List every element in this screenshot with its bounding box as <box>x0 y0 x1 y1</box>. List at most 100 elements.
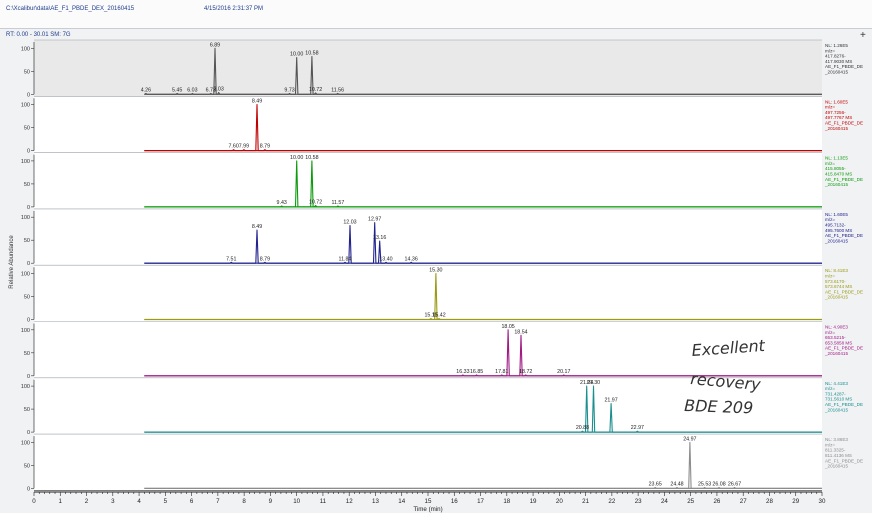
peak-label: 21.97 <box>604 398 617 404</box>
peak-label: 7.99 <box>239 144 249 150</box>
trace-info: m/z= <box>825 217 835 222</box>
y-tick-label: 50 <box>24 126 30 132</box>
chromatogram-trace <box>144 222 822 264</box>
peak-label: 10.72 <box>309 87 322 93</box>
x-tick-label: 0 <box>32 498 36 505</box>
trace-info: AE_F1_PBDE_DE <box>825 177 863 182</box>
y-tick-label: 100 <box>21 272 30 278</box>
peak-label: 25.53 <box>698 481 711 487</box>
x-tick-label: 16 <box>451 498 458 505</box>
y-tick-label: 0 <box>27 486 30 492</box>
trace-info: NL: 1.13E5 <box>825 156 848 161</box>
y-tick-label: 50 <box>24 295 30 301</box>
plus-icon[interactable]: + <box>860 30 866 41</box>
x-tick-label: 21 <box>582 498 589 505</box>
y-tick-label: 100 <box>21 384 30 390</box>
x-tick-label: 13 <box>372 498 379 505</box>
y-tick-label: 50 <box>24 351 30 357</box>
peak-label: 26.67 <box>728 481 741 487</box>
y-tick-label: 0 <box>27 318 30 324</box>
chromatogram-trace <box>144 272 822 321</box>
peak-label: 15.42 <box>432 313 445 319</box>
peak-label: 13.16 <box>373 235 386 241</box>
y-tick-label: 0 <box>27 261 30 267</box>
peak-label: 14.36 <box>405 256 418 262</box>
peak-label: 10.58 <box>305 155 318 161</box>
peak-label: 26.08 <box>712 481 725 487</box>
peak-label: 8.79 <box>260 256 270 262</box>
trace-info: _20160415 <box>824 70 848 75</box>
x-tick-label: 8 <box>242 498 246 505</box>
trace-info: AE_F1_PBDE_DE <box>825 346 863 351</box>
peak-label: 10.72 <box>309 200 322 206</box>
y-tick-label: 100 <box>21 215 30 221</box>
y-tick-label: 0 <box>27 92 30 98</box>
handwritten-note: BDE 209 <box>684 396 754 417</box>
trace-info: m/z= <box>825 274 835 279</box>
trace-info: NL: 3.86E3 <box>825 437 848 442</box>
trace-info: 811.3325- <box>825 448 846 453</box>
peak-label: 7.51 <box>226 256 236 262</box>
trace-info: m/z= <box>825 161 835 166</box>
title-bar: C:\Xcalibur\data\AE_F1_PBDE_DEX_20160415… <box>0 0 872 29</box>
peak-label: 18.54 <box>514 329 527 335</box>
trace-info: NL: 8.41E3 <box>825 268 848 273</box>
trace-info: AE_F1_PBDE_DE <box>825 402 863 407</box>
x-tick-label: 3 <box>111 498 115 505</box>
peak-label: 20.88 <box>576 425 589 431</box>
peak-label: 7.60 <box>228 144 238 150</box>
x-tick-label: 10 <box>293 498 300 505</box>
peak-label: 17.81 <box>495 369 508 375</box>
peak-label: 18.72 <box>519 369 532 375</box>
chromatogram-trace <box>144 329 822 377</box>
y-tick-label: 100 <box>21 328 30 334</box>
trace-info: NL: 1.26E5 <box>825 43 848 48</box>
trace-info: 495.7132- <box>825 223 846 228</box>
peak-label: 11.56 <box>331 87 344 93</box>
trace-info: 653.5215- <box>825 335 846 340</box>
x-tick-label: 25 <box>687 498 694 505</box>
trace-info: 495.7600 MS <box>825 228 852 233</box>
peak-label: 10.00 <box>290 155 303 161</box>
trace-info: 417.8276- <box>825 54 846 59</box>
peak-label: 15.30 <box>429 268 442 274</box>
peak-label: 12.97 <box>368 217 381 223</box>
trace-info: _20160415 <box>824 238 848 243</box>
trace-info: 415.8055- <box>825 166 846 171</box>
peak-label: 10.58 <box>305 51 318 57</box>
peak-label: 20.17 <box>557 369 570 375</box>
trace-info: _20160415 <box>824 126 848 131</box>
y-tick-label: 0 <box>27 149 30 155</box>
x-tick-label: 18 <box>503 498 510 505</box>
trace-info: AE_F1_PBDE_DE <box>825 64 863 69</box>
y-tick-label: 0 <box>27 205 30 211</box>
peak-label: 8.49 <box>252 99 262 105</box>
trace-info: AE_F1_PBDE_DE <box>825 458 863 463</box>
peak-label: 16.33 <box>456 369 469 375</box>
peak-label: 18.05 <box>501 324 514 330</box>
trace-info: 573.6744 MS <box>825 284 852 289</box>
trace-info: _20160415 <box>824 295 848 300</box>
trace-info: m/z= <box>825 48 835 53</box>
trace-info: _20160415 <box>824 464 848 469</box>
peak-label: 21.04 <box>580 380 593 386</box>
trace-info: NL: 4.41E3 <box>825 381 848 386</box>
peak-label: 11.84 <box>339 256 352 262</box>
trace-info: _20160415 <box>824 351 848 356</box>
y-tick-label: 50 <box>24 463 30 469</box>
trace-info: 731.5610 MS <box>825 397 852 402</box>
y-tick-label: 100 <box>21 103 30 109</box>
trace-info: NL: 1.60E5 <box>825 212 848 217</box>
peak-label: 12.03 <box>343 219 356 225</box>
x-tick-label: 15 <box>425 498 432 505</box>
trace-info: _20160415 <box>824 407 848 412</box>
y-tick-label: 50 <box>24 182 30 188</box>
trace-info: _20160415 <box>824 182 848 187</box>
x-tick-label: 11 <box>320 498 327 505</box>
rt-range-label: RT: 0.00 - 30.01 SM: 7G <box>6 32 71 38</box>
trace-info: AE_F1_PBDE_DE <box>825 289 863 294</box>
y-axis-title: Relative Abundance <box>9 235 15 289</box>
peak-label: 6.03 <box>187 87 197 93</box>
trace-info: AE_F1_PBDE_DE <box>825 121 863 126</box>
